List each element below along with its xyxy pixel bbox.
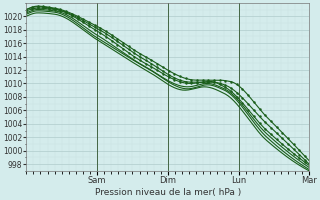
X-axis label: Pression niveau de la mer( hPa ): Pression niveau de la mer( hPa ): [95, 188, 241, 197]
